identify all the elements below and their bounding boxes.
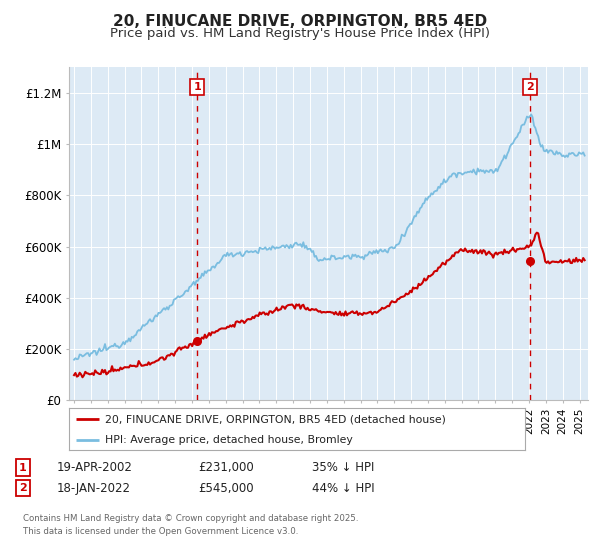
- Text: 18-JAN-2022: 18-JAN-2022: [57, 482, 131, 495]
- Text: 20, FINUCANE DRIVE, ORPINGTON, BR5 4ED: 20, FINUCANE DRIVE, ORPINGTON, BR5 4ED: [113, 14, 487, 29]
- Text: 19-APR-2002: 19-APR-2002: [57, 461, 133, 474]
- Text: 1: 1: [193, 82, 201, 92]
- Text: Contains HM Land Registry data © Crown copyright and database right 2025.
This d: Contains HM Land Registry data © Crown c…: [23, 514, 358, 535]
- Text: Price paid vs. HM Land Registry's House Price Index (HPI): Price paid vs. HM Land Registry's House …: [110, 27, 490, 40]
- Text: £545,000: £545,000: [198, 482, 254, 495]
- Text: 35% ↓ HPI: 35% ↓ HPI: [312, 461, 374, 474]
- Text: HPI: Average price, detached house, Bromley: HPI: Average price, detached house, Brom…: [106, 436, 353, 445]
- Text: 2: 2: [19, 483, 26, 493]
- Text: £231,000: £231,000: [198, 461, 254, 474]
- Text: 44% ↓ HPI: 44% ↓ HPI: [312, 482, 374, 495]
- Text: 2: 2: [526, 82, 534, 92]
- Text: 1: 1: [19, 463, 26, 473]
- Text: 20, FINUCANE DRIVE, ORPINGTON, BR5 4ED (detached house): 20, FINUCANE DRIVE, ORPINGTON, BR5 4ED (…: [106, 414, 446, 424]
